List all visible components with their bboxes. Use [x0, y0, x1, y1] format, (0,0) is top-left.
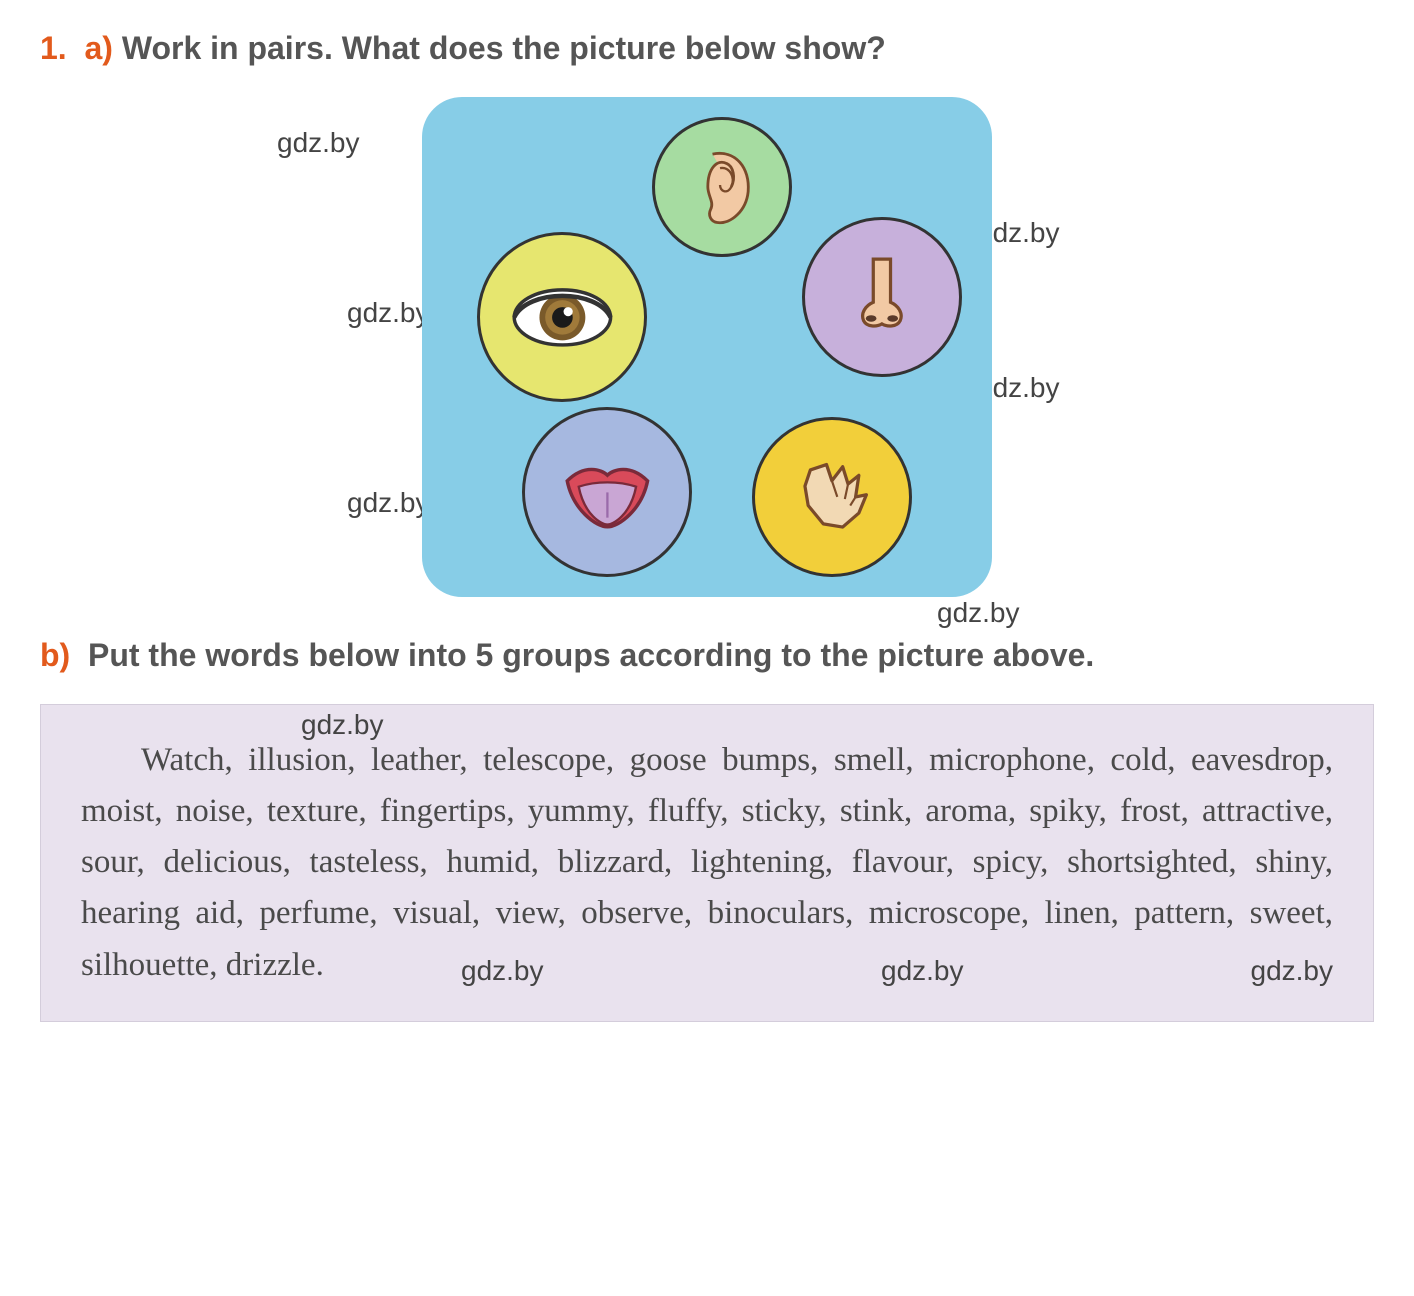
- eye-circle: [477, 232, 647, 402]
- mouth-icon: [550, 435, 665, 550]
- nose-circle: [802, 217, 962, 377]
- exercise-1a-heading: 1. a) Work in pairs. What does the pictu…: [40, 30, 1374, 67]
- part-a-label: a): [84, 30, 112, 66]
- watermark: gdz.by: [301, 703, 384, 746]
- watermark: gdz.by: [461, 949, 544, 992]
- eye-icon: [505, 260, 620, 375]
- watermark: gdz.by: [1251, 949, 1334, 992]
- words-list: Watch, illusion, leather, telescope, goo…: [81, 742, 1333, 983]
- ear-circle: [652, 117, 792, 257]
- watermark: gdz.by: [937, 597, 1020, 629]
- watermark: gdz.by: [277, 127, 360, 159]
- exercise-1b-heading: b) Put the words below into 5 groups acc…: [40, 637, 1374, 674]
- senses-panel: [422, 97, 992, 597]
- watermark: gdz.by: [881, 949, 964, 992]
- nose-icon: [828, 243, 936, 351]
- exercise-number: 1.: [40, 30, 67, 66]
- hand-circle: [752, 417, 912, 577]
- watermark: gdz.by: [347, 487, 430, 519]
- watermark: gdz.by: [347, 297, 430, 329]
- part-b-label: b): [40, 637, 70, 673]
- mouth-circle: [522, 407, 692, 577]
- senses-figure-area: gdz.by gdz.by gdz.by gdz.by gdz.by gdz.b…: [257, 97, 1157, 597]
- part-b-text: Put the words below into 5 groups accord…: [88, 637, 1094, 673]
- words-box: gdz.by Watch, illusion, leather, telesco…: [40, 704, 1374, 1022]
- ear-icon: [675, 140, 769, 234]
- hand-icon: [778, 443, 886, 551]
- part-a-text: Work in pairs. What does the picture bel…: [122, 30, 886, 66]
